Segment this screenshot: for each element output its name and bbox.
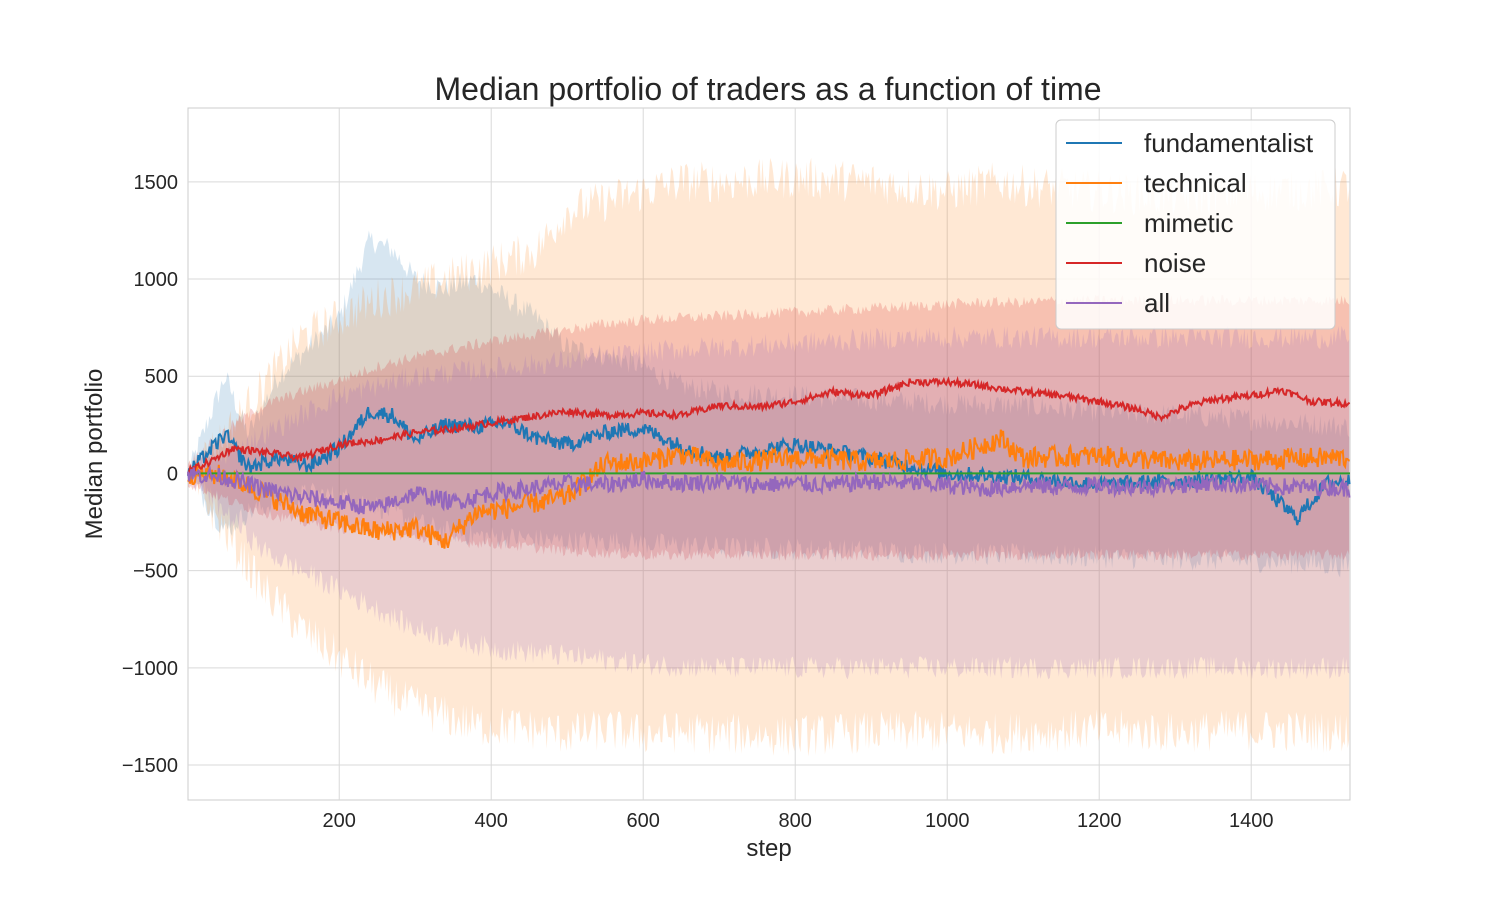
chart-title: Median portfolio of traders as a functio…	[434, 71, 1101, 107]
legend-label-mimetic: mimetic	[1144, 208, 1234, 238]
legend-label-fundamentalist: fundamentalist	[1144, 128, 1314, 158]
legend-box	[1055, 119, 1336, 330]
legend-label-technical: technical	[1144, 168, 1247, 198]
x-axis-ticks: 200 400 600 800 1000 1200 1400	[323, 810, 1274, 832]
y-axis-label: Median portfolio	[81, 369, 108, 540]
y-tick-label: −500	[133, 561, 178, 583]
legend-label-noise: noise	[1144, 248, 1206, 278]
technical-median-line	[187, 429, 1350, 549]
y-tick-label: 1000	[134, 269, 179, 291]
y-tick-label: −1500	[122, 755, 178, 777]
x-tick-label: 800	[779, 810, 812, 832]
legend-label-all: all	[1144, 288, 1170, 318]
x-tick-label: 1200	[1077, 810, 1122, 832]
y-tick-label: 1500	[134, 172, 179, 194]
y-tick-label: 0	[167, 463, 178, 485]
x-tick-label: 200	[323, 810, 356, 832]
y-axis-ticks: 1500 1000 500 0 −500 −1000 −1500	[122, 172, 178, 777]
noise-median-line	[187, 375, 1351, 475]
y-tick-label: −1000	[122, 658, 178, 680]
legend: fundamentalist technical mimetic noise all	[1055, 119, 1336, 330]
x-tick-label: 400	[475, 810, 508, 832]
x-tick-label: 1000	[925, 810, 970, 832]
x-axis-label: step	[746, 835, 791, 862]
x-tick-label: 1400	[1229, 810, 1274, 832]
grid	[188, 108, 1350, 800]
y-tick-label: 500	[145, 366, 178, 388]
all-median-line	[187, 464, 1351, 515]
fundamentalist-band	[188, 230, 1350, 578]
x-tick-label: 600	[627, 810, 660, 832]
all-band	[188, 325, 1350, 680]
median-lines	[187, 375, 1351, 549]
